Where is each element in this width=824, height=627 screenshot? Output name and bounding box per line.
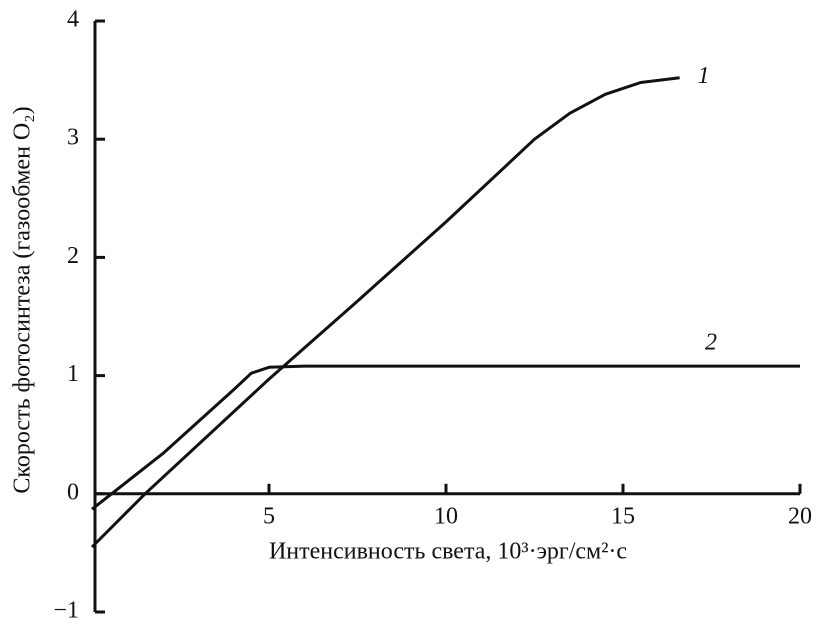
y-tick-label: 3 [67, 125, 79, 151]
x-tick-label: 5 [263, 503, 275, 529]
y-tick-label: 0 [67, 479, 79, 505]
x-tick-label: 15 [611, 503, 635, 529]
y-tick-label: 4 [67, 7, 79, 33]
x-axis-label: Интенсивность света, 10³·эрг/см²·с [269, 539, 627, 565]
y-tick-label: 1 [67, 361, 79, 387]
legend-label: 2 [705, 330, 717, 356]
y-tick-label: −1 [53, 598, 79, 623]
y-tick-label: 2 [67, 243, 79, 269]
x-tick-label: 20 [788, 503, 812, 529]
line [90, 76, 680, 549]
x-tick-label: 10 [434, 503, 458, 529]
line [91, 364, 800, 511]
y-axis-label: Скорость фотосинтеза (газообмен O₂) [10, 106, 36, 493]
legend-label: 1 [698, 63, 710, 89]
